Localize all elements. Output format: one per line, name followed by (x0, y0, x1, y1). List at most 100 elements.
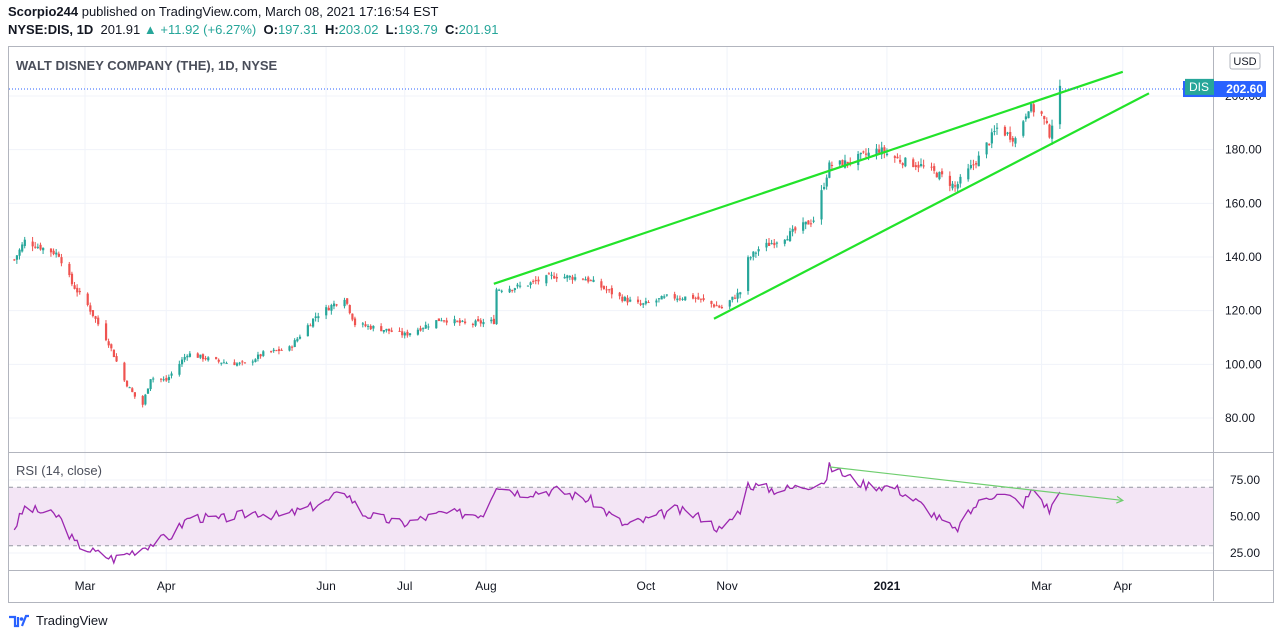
time-tick-label: Apr (1113, 579, 1132, 593)
candle-body (1045, 120, 1048, 124)
candle-body (440, 320, 443, 322)
candle-body (841, 160, 844, 167)
candle-body (526, 285, 530, 287)
candle-body (388, 328, 391, 332)
candle-body (477, 318, 480, 322)
candle-body (367, 325, 370, 327)
candle-body (996, 127, 999, 129)
candle-body (610, 288, 613, 295)
candle-body (775, 242, 779, 244)
currency-label: USD (1233, 56, 1256, 68)
candle-body (867, 152, 870, 157)
candle-body (513, 288, 516, 291)
candle-body (380, 326, 383, 332)
candle-body (862, 151, 865, 153)
candle-body (791, 228, 794, 232)
candle-body (390, 330, 393, 332)
candle-body (550, 274, 553, 276)
candle-body (1048, 124, 1051, 138)
candle-body (293, 340, 296, 347)
time-tick-label: 2021 (874, 579, 901, 593)
candle-body (948, 175, 952, 186)
candle-body (372, 325, 375, 329)
time-tick-label: Oct (636, 579, 655, 593)
candle-body (899, 159, 902, 163)
candle-body (34, 246, 37, 248)
candle-body (636, 299, 640, 303)
candle-body (749, 257, 752, 259)
candle-body (416, 329, 420, 335)
candle-body (254, 359, 257, 362)
candle-body (618, 292, 621, 297)
candle-body (956, 184, 959, 189)
candle-body (325, 307, 328, 316)
candle-body (31, 241, 34, 247)
candle-body (422, 328, 425, 330)
candle-body (820, 190, 823, 220)
candle-body (571, 276, 574, 280)
candle-body (788, 231, 792, 241)
price-tick-label: 180.00 (1225, 143, 1262, 157)
candle-body (180, 359, 184, 365)
candle-body (68, 263, 71, 276)
time-tick-label: Jul (397, 579, 412, 593)
candle-body (471, 323, 475, 325)
candle-body (115, 356, 118, 362)
rsi-band (9, 487, 1213, 546)
candle-body (1014, 138, 1017, 144)
candle-body (933, 166, 936, 171)
candle-body (201, 354, 205, 360)
candle-body (104, 323, 108, 341)
candle-body (314, 316, 317, 318)
candle-body (112, 349, 116, 358)
candle-body (786, 239, 789, 241)
candle-body (922, 165, 925, 167)
candle-body (42, 247, 45, 251)
candle-body (398, 330, 401, 332)
candle-body (236, 363, 239, 366)
candle-body (13, 259, 16, 261)
price-tick-label: 80.00 (1225, 411, 1255, 425)
candle-body (382, 330, 385, 332)
candle-body (584, 279, 587, 281)
candle-body (647, 302, 650, 304)
low-value: 193.79 (397, 22, 438, 37)
candle-body (401, 331, 404, 336)
candle-body (802, 222, 805, 231)
candle-body (144, 394, 147, 405)
chart-frame[interactable] (8, 46, 1274, 603)
candle-body (804, 221, 807, 225)
candle-body (710, 301, 713, 304)
time-tick-label: Mar (1031, 579, 1052, 593)
candle-body (773, 242, 776, 246)
quote-line: NYSE:DIS, 1D 201.91 ▲ +11.92 (+6.27%) O:… (8, 22, 498, 37)
candle-body (589, 280, 592, 282)
candle-body (474, 320, 477, 326)
candle-body (183, 356, 186, 360)
candle-body (878, 149, 881, 153)
candle-body (196, 353, 199, 358)
candle-body (241, 361, 244, 363)
candle-body (461, 320, 464, 322)
candle-body (346, 298, 349, 304)
candle-body (335, 304, 338, 306)
candle-body (128, 387, 131, 389)
candle-body (930, 166, 933, 168)
publisher-name: Scorpio244 (8, 4, 79, 19)
candle-body (207, 357, 210, 361)
candle-body (1009, 131, 1012, 140)
candle-body (160, 378, 163, 380)
candle-body (587, 277, 590, 282)
candle-body (107, 341, 110, 346)
candle-body (238, 362, 241, 364)
candle-body (684, 296, 687, 301)
time-tick-label: Apr (157, 579, 176, 593)
candle-body (904, 157, 907, 167)
candle-body (364, 324, 367, 327)
candle-body (110, 344, 113, 349)
candle-body (537, 279, 540, 282)
candle-body (752, 251, 755, 257)
candle-body (940, 171, 944, 175)
candle-body (844, 160, 847, 168)
